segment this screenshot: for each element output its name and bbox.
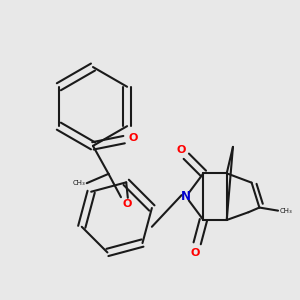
Text: O: O [191, 248, 200, 258]
Text: N: N [181, 190, 191, 203]
Text: O: O [129, 133, 138, 143]
Text: O: O [122, 199, 132, 209]
Text: O: O [177, 145, 186, 155]
Text: CH₃: CH₃ [280, 208, 292, 214]
Text: CH₃: CH₃ [72, 180, 85, 186]
